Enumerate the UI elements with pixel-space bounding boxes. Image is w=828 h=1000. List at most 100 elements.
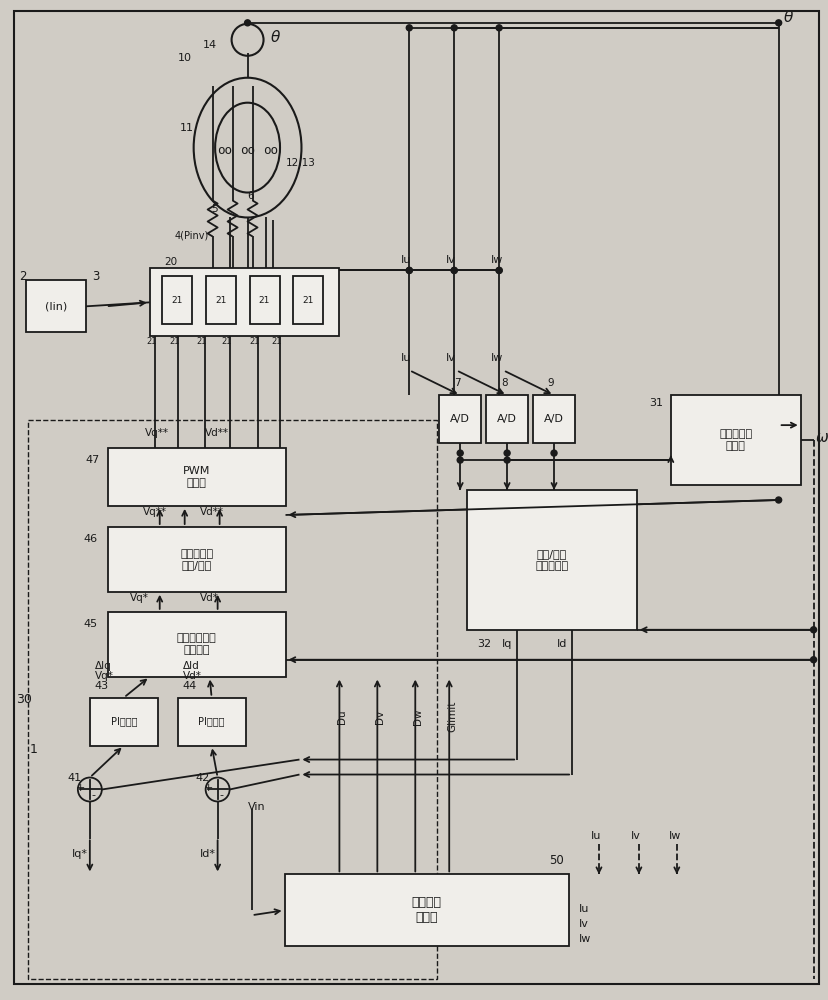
Text: 41: 41 xyxy=(68,773,82,783)
Text: -: - xyxy=(92,790,96,800)
Bar xyxy=(150,268,339,336)
Text: Vd**: Vd** xyxy=(205,428,229,438)
Text: A/D: A/D xyxy=(450,414,469,424)
Text: oo: oo xyxy=(262,144,277,157)
Circle shape xyxy=(406,25,412,31)
Text: 43: 43 xyxy=(94,681,108,691)
Text: Iu: Iu xyxy=(578,904,589,914)
Text: Vd**: Vd** xyxy=(200,507,224,517)
Text: Iw: Iw xyxy=(578,934,590,944)
Text: Iu: Iu xyxy=(401,353,412,363)
Text: 2: 2 xyxy=(19,270,26,283)
Text: +: + xyxy=(204,783,213,793)
Bar xyxy=(161,276,191,324)
Circle shape xyxy=(495,267,502,273)
Circle shape xyxy=(503,457,509,463)
Text: 坐标转换器
二相/三相: 坐标转换器 二相/三相 xyxy=(180,549,213,570)
Text: ΔId: ΔId xyxy=(182,661,200,671)
Text: Id: Id xyxy=(556,639,566,649)
Text: Vq*: Vq* xyxy=(94,671,113,681)
Bar xyxy=(108,612,285,677)
Text: 21: 21 xyxy=(258,296,270,305)
Text: Iu: Iu xyxy=(590,831,600,841)
Bar xyxy=(89,698,157,746)
Circle shape xyxy=(450,25,457,31)
Text: 11: 11 xyxy=(180,123,194,133)
Bar xyxy=(205,276,235,324)
Text: 42: 42 xyxy=(195,773,209,783)
Bar xyxy=(177,698,245,746)
Text: θ: θ xyxy=(270,30,280,45)
Circle shape xyxy=(406,267,412,273)
Bar xyxy=(284,874,568,946)
Text: 21: 21 xyxy=(147,337,157,346)
Text: 10: 10 xyxy=(177,53,191,63)
Text: Iv: Iv xyxy=(630,831,640,841)
Circle shape xyxy=(810,627,816,633)
Text: Iv: Iv xyxy=(445,255,455,265)
Text: Vd*: Vd* xyxy=(200,593,219,603)
Text: Dv: Dv xyxy=(375,710,385,724)
Text: Iv: Iv xyxy=(445,353,455,363)
Text: 31: 31 xyxy=(648,398,662,408)
Text: 5: 5 xyxy=(211,204,218,214)
Text: ω: ω xyxy=(815,430,827,445)
Text: 8: 8 xyxy=(500,378,507,388)
Bar xyxy=(670,395,800,485)
Bar xyxy=(439,395,480,443)
Text: Iw: Iw xyxy=(490,255,503,265)
Text: oo: oo xyxy=(217,144,232,157)
Text: 1: 1 xyxy=(30,743,38,756)
Text: Vd*: Vd* xyxy=(182,671,201,681)
Circle shape xyxy=(244,20,250,26)
Text: PWM
控制器: PWM 控制器 xyxy=(183,466,210,488)
Text: 47: 47 xyxy=(86,455,100,465)
Text: 45: 45 xyxy=(84,619,98,629)
Text: Vin: Vin xyxy=(248,802,265,812)
Text: 21: 21 xyxy=(249,337,260,346)
Circle shape xyxy=(495,25,502,31)
Circle shape xyxy=(457,457,463,463)
Text: Iu: Iu xyxy=(401,255,412,265)
Text: Vq**: Vq** xyxy=(142,507,166,517)
Text: θ: θ xyxy=(782,10,792,25)
Bar xyxy=(26,280,86,332)
Text: 4(Pinv): 4(Pinv) xyxy=(175,230,209,240)
Text: 6: 6 xyxy=(248,191,254,201)
Text: oo: oo xyxy=(240,144,255,157)
Text: 9: 9 xyxy=(547,378,554,388)
Text: Du: Du xyxy=(337,709,347,724)
Text: ΔIq: ΔIq xyxy=(94,661,112,671)
Text: Vq**: Vq** xyxy=(145,428,169,438)
Text: 21: 21 xyxy=(171,296,182,305)
Text: -: - xyxy=(219,790,224,800)
Text: 46: 46 xyxy=(84,534,98,544)
Text: +: + xyxy=(76,783,85,793)
Bar xyxy=(108,527,285,592)
Text: 21: 21 xyxy=(196,337,207,346)
Text: 旋转角速度
计算部: 旋转角速度 计算部 xyxy=(719,429,751,451)
Circle shape xyxy=(775,497,781,503)
Text: 电压指令运算
及限制器: 电压指令运算 及限制器 xyxy=(176,633,216,655)
Bar xyxy=(293,276,323,324)
Text: 32: 32 xyxy=(477,639,491,649)
Text: 三相/二相
坐标转换部: 三相/二相 坐标转换部 xyxy=(535,549,568,571)
Text: Iw: Iw xyxy=(490,353,503,363)
Text: 44: 44 xyxy=(182,681,197,691)
Text: Iw: Iw xyxy=(668,831,681,841)
Bar xyxy=(467,490,636,630)
Text: A/D: A/D xyxy=(543,414,563,424)
Text: 30: 30 xyxy=(16,693,31,706)
Text: Dw: Dw xyxy=(413,708,423,725)
Circle shape xyxy=(551,450,556,456)
Text: A/D: A/D xyxy=(497,414,517,424)
Text: Iq*: Iq* xyxy=(72,849,88,859)
Text: 12,13: 12,13 xyxy=(285,158,315,168)
Bar xyxy=(28,420,436,979)
Text: Id*: Id* xyxy=(200,849,215,859)
Text: 14: 14 xyxy=(202,40,216,50)
Text: 20: 20 xyxy=(165,257,178,267)
Circle shape xyxy=(503,450,509,456)
Text: Vq*: Vq* xyxy=(130,593,148,603)
Text: PI控制器: PI控制器 xyxy=(198,717,224,727)
